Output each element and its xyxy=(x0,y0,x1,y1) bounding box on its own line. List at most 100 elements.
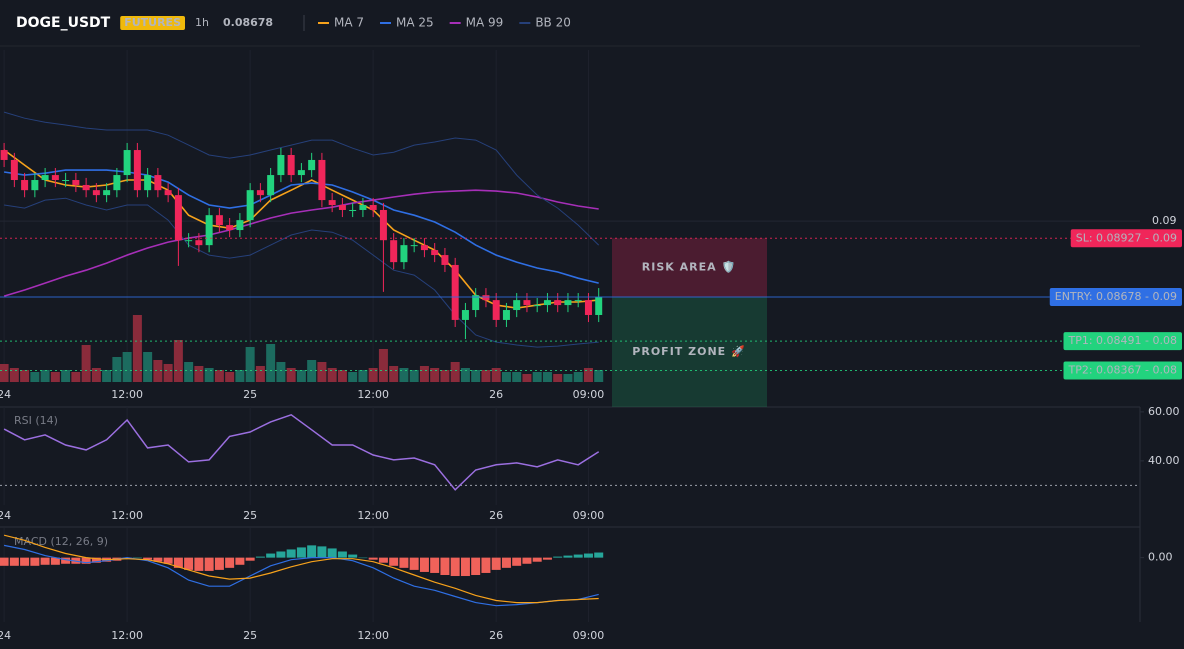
level-tag-text: SL: 0.08927 - 0.09 xyxy=(1076,231,1177,244)
volume-bar xyxy=(594,370,604,382)
macd-histogram-bar xyxy=(501,557,511,568)
volume-bar xyxy=(91,368,101,382)
macd-histogram-bar xyxy=(337,551,347,558)
level-tag-text: TP2: 0.08367 - 0.08 xyxy=(1068,363,1178,376)
candle-body xyxy=(574,300,582,302)
macd-histogram-bar xyxy=(419,557,429,572)
volume-bar xyxy=(132,315,142,382)
volume-bar xyxy=(235,370,245,382)
candle-body xyxy=(461,310,469,320)
volume-bar xyxy=(225,372,235,382)
candle-body xyxy=(472,295,480,311)
macd-histogram-bar xyxy=(460,557,470,577)
level-tag xyxy=(1063,332,1182,351)
macd-histogram-bar xyxy=(491,557,501,570)
candle-body xyxy=(369,205,377,210)
candle-body xyxy=(451,264,459,320)
candle-body xyxy=(215,215,223,226)
candle-body xyxy=(195,240,203,246)
candle-body xyxy=(123,150,131,176)
indicator-line xyxy=(4,197,599,348)
candle-body xyxy=(502,310,510,320)
volume-bar xyxy=(255,366,265,382)
candle-body xyxy=(595,297,603,315)
candle-body xyxy=(390,240,398,263)
macd-histogram-bar xyxy=(50,557,60,565)
macd-histogram-bar xyxy=(61,557,71,564)
volume-bar xyxy=(337,370,347,382)
volume-bar xyxy=(286,368,296,382)
level-tag-text: ENTRY: 0.08678 - 0.09 xyxy=(1055,290,1177,303)
macd-histogram-bar xyxy=(40,557,50,565)
volume-bar xyxy=(40,370,50,382)
candle-body xyxy=(400,245,408,263)
x-tick-label: 12:00 xyxy=(357,509,389,522)
volume-bar xyxy=(266,344,276,382)
pane-title: RSI (14) xyxy=(14,414,58,427)
candle-body xyxy=(267,175,275,196)
volume-bar xyxy=(378,349,388,382)
volume-bar xyxy=(440,370,450,382)
macd-histogram-bar xyxy=(563,555,573,558)
volume-bar xyxy=(348,372,358,382)
interval: 1h xyxy=(195,16,209,29)
macd-histogram-bar xyxy=(255,556,265,558)
macd-histogram-bar xyxy=(399,557,409,568)
macd-histogram-bar xyxy=(553,556,563,558)
candle-body xyxy=(543,300,551,306)
x-tick-label: 12:00 xyxy=(111,388,143,401)
macd-histogram-bar xyxy=(583,553,593,558)
macd-histogram-bar xyxy=(327,548,337,558)
zone xyxy=(612,238,767,298)
candle-body xyxy=(31,180,39,191)
volume-bar xyxy=(245,347,255,382)
volume-bar xyxy=(327,368,337,382)
last-price: 0.08678 xyxy=(223,16,273,29)
symbol: DOGE_USDT xyxy=(16,15,111,31)
macd-histogram-bar xyxy=(184,557,194,570)
x-tick-label: 12:00 xyxy=(111,509,143,522)
volume-bar xyxy=(532,372,542,382)
macd-histogram-bar xyxy=(512,557,522,566)
volume-bar xyxy=(20,370,30,382)
volume-bar xyxy=(358,370,368,382)
macd-histogram-bar xyxy=(450,557,460,577)
candle-body xyxy=(431,250,439,256)
macd-histogram-bar xyxy=(276,551,286,558)
macd-histogram-bar xyxy=(20,557,30,566)
macd-line xyxy=(3,544,599,607)
zone-label: RISK AREA 🛡️ xyxy=(642,261,736,274)
macd-histogram-bar xyxy=(163,557,173,564)
badge xyxy=(120,16,185,30)
candle-body xyxy=(441,255,449,265)
candle-body xyxy=(185,240,193,242)
volume-bar xyxy=(491,368,501,382)
legend-label: MA 99 xyxy=(466,16,504,30)
macd-histogram-bar xyxy=(153,557,163,562)
x-tick-label: 09:00 xyxy=(573,388,605,401)
zone-label: PROFIT ZONE 🚀 xyxy=(632,345,745,358)
candle-body xyxy=(72,180,80,185)
macd-histogram-bar xyxy=(132,557,142,559)
candle-body xyxy=(205,215,213,246)
volume-bar xyxy=(61,370,71,382)
volume-bar xyxy=(573,372,583,382)
legend-label: MA 25 xyxy=(396,16,434,30)
volume-bar xyxy=(184,362,194,382)
macd-histogram-bar xyxy=(173,557,183,568)
candle-body xyxy=(92,190,100,196)
x-tick-label: 12:00 xyxy=(357,629,389,642)
macd-histogram-bar xyxy=(378,557,388,563)
volume-bar xyxy=(450,362,460,382)
y-tick-label: 60.00 xyxy=(1148,405,1180,418)
y-tick-label: 40.00 xyxy=(1148,454,1180,467)
candle-body xyxy=(482,295,490,301)
candle-body xyxy=(62,180,70,182)
candle-body xyxy=(113,175,121,191)
macd-histogram-bar xyxy=(30,557,40,566)
volume-bar xyxy=(30,372,40,382)
x-tick-label: 12:00 xyxy=(357,388,389,401)
indicator-line xyxy=(3,169,599,284)
macd-histogram-bar xyxy=(542,557,552,560)
